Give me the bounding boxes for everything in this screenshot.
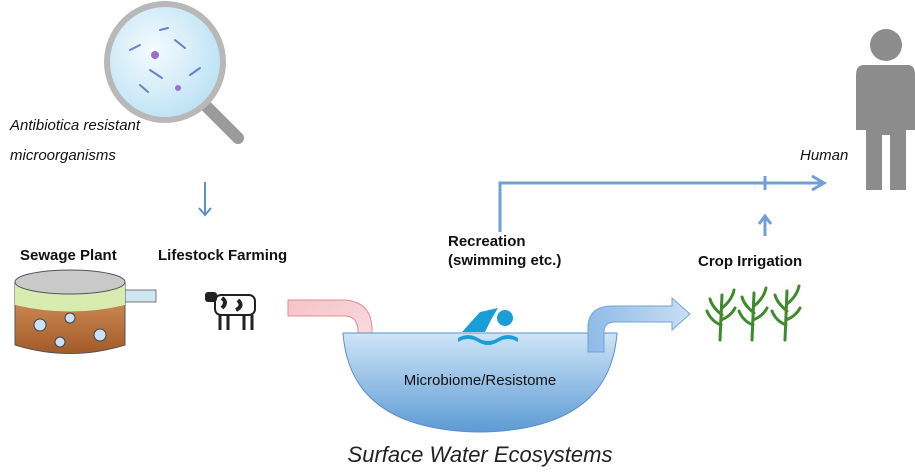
exposure-arrow [500, 176, 824, 236]
diagram: Antibiotica resistant microorganisms Sew… [0, 0, 915, 475]
source-label: microorganisms [10, 147, 116, 164]
crop-icon [707, 286, 800, 340]
source-label: Antibiotica resistant [9, 117, 141, 134]
water-caption: Surface Water Ecosystems [348, 442, 613, 467]
outflow-arrow [588, 298, 690, 352]
human-icon [856, 29, 915, 190]
irrigation-label: Crop Irrigation [698, 253, 802, 270]
farming-label: Lifestock Farming [158, 247, 287, 264]
sewage-tank-icon [15, 270, 156, 354]
cow-icon [205, 292, 255, 330]
recreation-label: (swimming etc.) [448, 252, 561, 269]
recreation-label: Recreation [448, 233, 526, 250]
down-arrow [199, 182, 211, 215]
water-label: Microbiome/Resistome [404, 372, 557, 389]
human-label: Human [800, 147, 848, 164]
sewage-label: Sewage Plant [20, 247, 117, 264]
